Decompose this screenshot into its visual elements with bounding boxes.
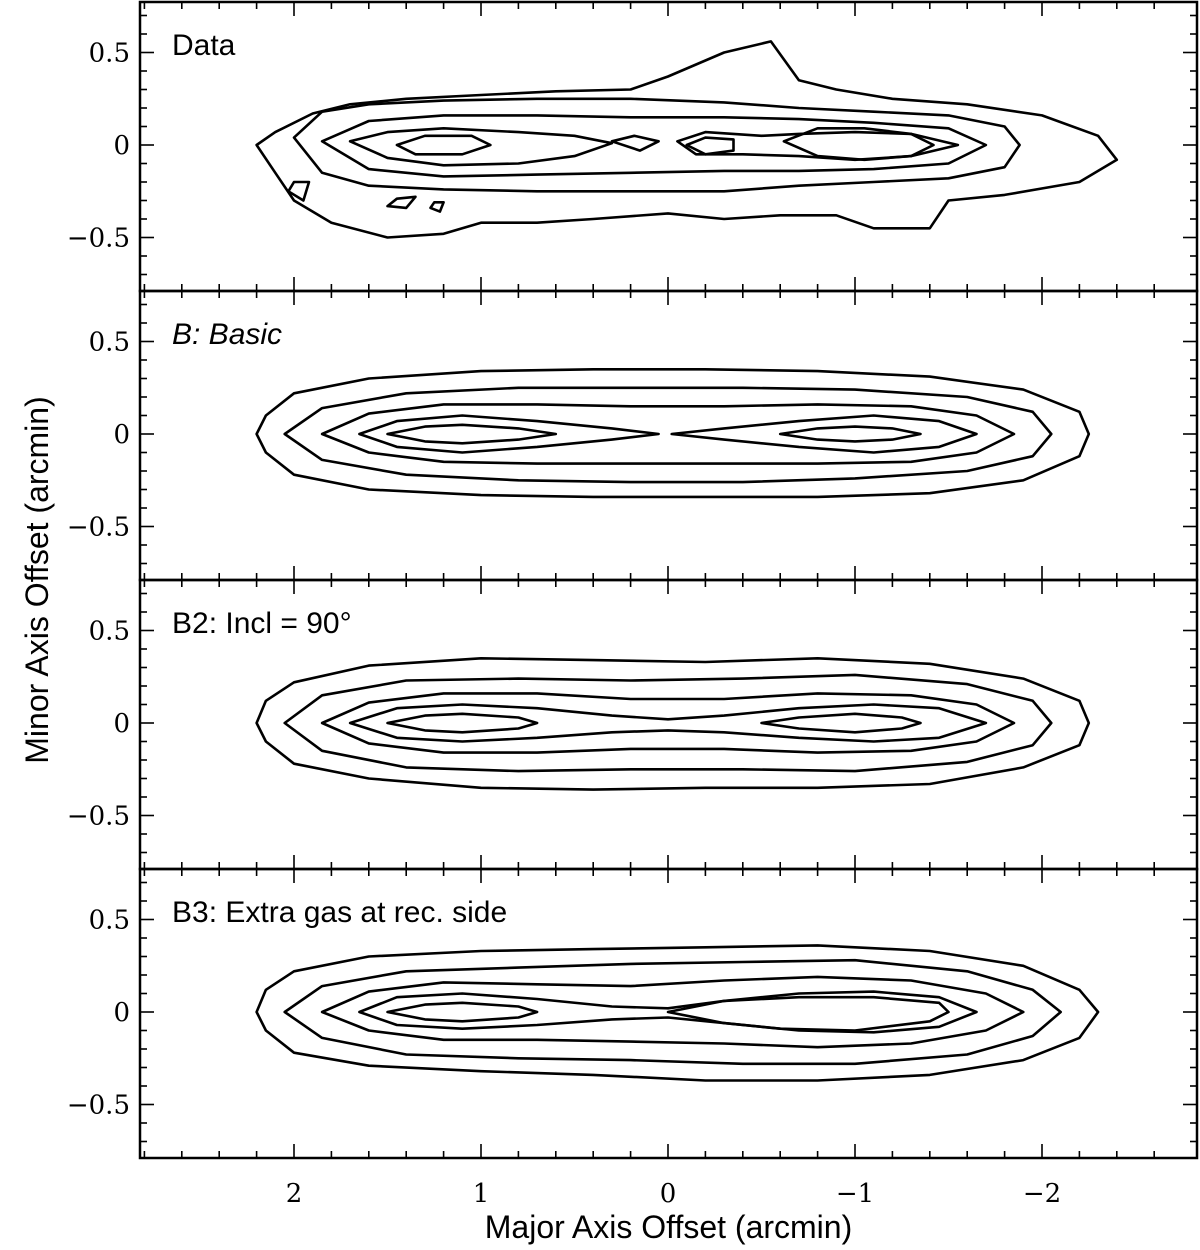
contour-line-1 [283, 386, 1053, 484]
y-axis-title: Minor Axis Offset (arcmin) [19, 396, 55, 763]
panels-layer: 0.5 0 −0.5 Data 0.5 0 −0.5 B: Basic 0.5 0 −0.5 B2: … [67, 0, 1199, 1209]
y-tick-label: 0 [113, 420, 130, 450]
contour-line-5 [760, 712, 922, 734]
y-tick-label: 0.5 [89, 617, 130, 647]
contour-line-3 [348, 127, 614, 167]
contour-line-8 [782, 127, 935, 162]
y-tick-label: 0.5 [89, 39, 130, 69]
panel-frame [138, 0, 1199, 293]
panel-label: B: Basic [172, 318, 282, 351]
contour-line-3 [358, 414, 660, 454]
contour-line-7 [685, 136, 735, 156]
x-tick-label: −2 [1023, 1179, 1061, 1209]
y-tick-label: −0.5 [67, 1091, 130, 1121]
panel-label: Data [172, 29, 236, 62]
contour-line-10 [386, 195, 417, 210]
contour-line-1 [283, 673, 1053, 773]
x-tick-label: 1 [473, 1179, 490, 1209]
contour-line-0 [255, 40, 1119, 239]
panel-frame [138, 289, 1199, 582]
contour-line-2 [320, 692, 1016, 754]
x-tick-label: 0 [660, 1179, 677, 1209]
contour-line-0 [255, 944, 1100, 1082]
panel-0: 0.5 0 −0.5 Data [67, 0, 1199, 293]
panel-label: B3: Extra gas at rec. side [172, 896, 507, 929]
y-tick-label: 0 [113, 709, 130, 739]
x-tick-label: 2 [286, 1179, 303, 1209]
y-tick-label: 0 [113, 998, 130, 1028]
contour-line-0 [255, 657, 1091, 791]
y-tick-label: −0.5 [67, 513, 130, 543]
contour-line-1 [283, 958, 1062, 1066]
panel-frame [138, 867, 1199, 1160]
y-tick-label: 0.5 [89, 328, 130, 358]
contour-line-2 [320, 975, 1025, 1049]
y-tick-label: 0.5 [89, 906, 130, 936]
contour-line-4 [386, 1001, 539, 1023]
contour-line-4 [386, 712, 539, 734]
contour-line-6 [676, 130, 960, 162]
contour-line-2 [320, 114, 988, 178]
contour-line-2 [320, 403, 1016, 465]
contour-line-6 [778, 425, 922, 443]
contour-line-3 [358, 990, 978, 1034]
contour-line-3 [348, 703, 988, 743]
contour-line-5 [386, 423, 558, 445]
x-axis-title: Major Axis Offset (arcmin) [485, 1209, 852, 1245]
panel-2: 0.5 0 −0.5 B2: Incl = 90° [67, 578, 1199, 871]
contour-line-0 [255, 368, 1091, 499]
contour-line-9 [287, 180, 311, 202]
contour-line-5 [666, 995, 950, 1032]
contour-line-1 [292, 97, 1021, 193]
x-tick-label: −1 [836, 1179, 874, 1209]
contour-line-4 [395, 134, 492, 156]
panel-3: 0.5 0 −0.5 B3: Extra gas at rec. side [67, 867, 1199, 1160]
y-tick-label: −0.5 [67, 224, 130, 254]
contour-line-11 [429, 201, 445, 213]
panel-label: B2: Incl = 90° [172, 607, 352, 640]
contour-line-5 [610, 134, 660, 152]
contour-line-4 [670, 414, 978, 454]
y-tick-label: −0.5 [67, 802, 130, 832]
y-tick-label: 0 [113, 131, 130, 161]
panel-1: 0.5 0 −0.5 B: Basic [67, 289, 1199, 582]
